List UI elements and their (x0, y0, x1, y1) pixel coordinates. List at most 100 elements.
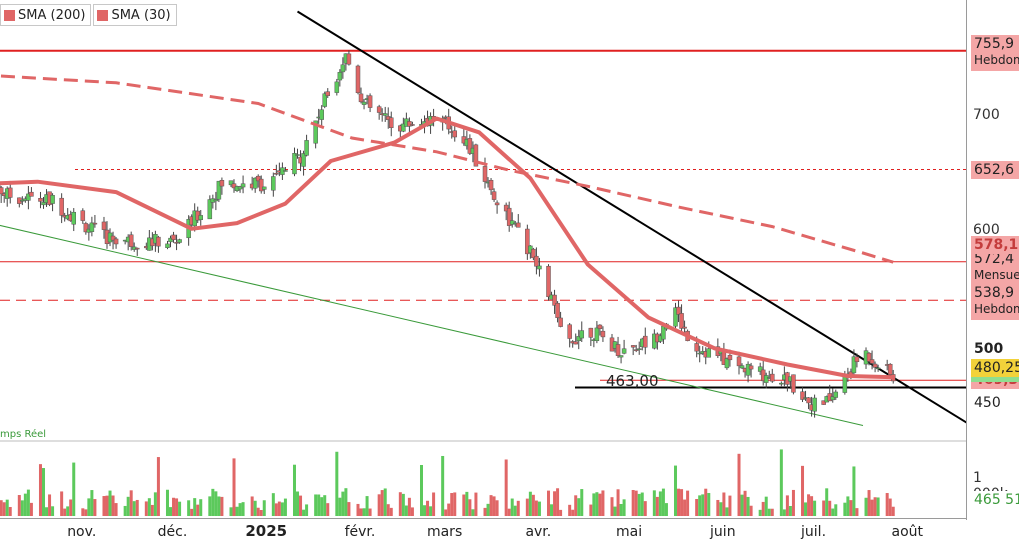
candle-body-103 (410, 124, 415, 126)
support-trend-line (0, 224, 864, 426)
volume-bar-183 (749, 505, 753, 516)
volume-bar-209 (864, 497, 868, 516)
volume-bar-192 (788, 506, 792, 516)
volume-bar-126 (510, 498, 514, 516)
volume-bar-179 (737, 453, 741, 516)
candle-body-182 (745, 363, 751, 376)
volume-bar-196 (807, 494, 811, 516)
volume-bar-54 (208, 496, 212, 516)
volume-bar-112 (450, 493, 454, 516)
candle-body-73 (283, 170, 288, 172)
volume-bar-132 (534, 500, 538, 516)
volume-bar-168 (686, 490, 690, 516)
candle-body-151 (615, 344, 621, 356)
candle-body-19 (59, 197, 64, 216)
volume-bar-98 (389, 507, 393, 516)
volume-bar-156 (637, 493, 641, 516)
date-axis[interactable]: nov. déc. 2025 févr. mars avr. mai juin juil. aoû… (0, 518, 966, 543)
volume-bar-210 (867, 490, 871, 516)
volume-bar-113 (453, 492, 457, 516)
volume-bar-187 (767, 508, 771, 516)
candle-body-186 (763, 375, 769, 383)
candle-body-48 (177, 239, 182, 243)
candle-body-91 (361, 101, 367, 105)
candle-body-89 (355, 65, 361, 94)
volume-bar-57 (217, 496, 221, 516)
volume-bar-39 (144, 501, 148, 516)
candle-body-100 (401, 123, 406, 132)
volume-bar-213 (876, 497, 880, 516)
volume-bar-31 (108, 490, 112, 516)
candle-body-24 (80, 210, 86, 221)
volume-bar-108 (432, 492, 436, 516)
volume-bar-40 (147, 498, 151, 516)
candle-body-194 (800, 391, 805, 400)
date-label-1: déc. (157, 524, 188, 540)
candle-body-134 (546, 265, 551, 298)
volume-bar-133 (537, 501, 541, 516)
volume-bar-143 (580, 489, 584, 516)
candle-body-93 (367, 95, 373, 108)
volume-bar-43 (156, 457, 160, 516)
candle-body-32 (110, 235, 116, 241)
volume-bar-42 (153, 492, 157, 516)
legend-label: SMA (30) (111, 7, 171, 23)
legend-swatch (97, 9, 109, 21)
volume-bar-139 (568, 504, 572, 516)
legend-item-0[interactable]: SMA (200) (0, 4, 92, 26)
candle-body-47 (174, 242, 179, 244)
volume-bar-92 (365, 496, 369, 516)
volume-bar-62 (238, 503, 242, 516)
legend-item-1[interactable]: SMA (30) (93, 4, 177, 26)
volume-bar-83 (326, 503, 330, 516)
volume-bar-175 (719, 502, 723, 516)
candle-body-136 (552, 294, 557, 306)
volume-bar-140 (571, 509, 575, 516)
candle-body-131 (531, 248, 536, 259)
price-tag-9: 450 (971, 393, 1019, 412)
volume-bar-178 (728, 495, 732, 516)
volume-bar-169 (695, 499, 699, 516)
candle-body-184 (757, 366, 763, 372)
candle-body-193 (791, 374, 796, 393)
candle-body-203 (833, 391, 839, 398)
candle-body-65 (252, 177, 258, 189)
volume-bar-171 (701, 494, 705, 516)
volume-bar-65 (253, 500, 257, 516)
candle-body-180 (739, 365, 745, 369)
volume-bar-51 (193, 498, 197, 516)
date-label-6: mai (616, 524, 643, 540)
volume-bar-147 (598, 493, 602, 516)
date-label-8: juil. (801, 524, 827, 540)
candle-body-102 (407, 121, 412, 127)
candle-body-18 (50, 195, 55, 204)
price-tag-3: 572,4 Mensuel (971, 250, 1019, 286)
volume-bar-101 (404, 505, 408, 516)
volume-bar-24 (81, 508, 85, 516)
candle-body-118 (473, 144, 479, 167)
volume-bar-137 (556, 488, 560, 516)
volume-bar-25 (84, 509, 88, 516)
candle-body-85 (337, 72, 343, 81)
volume-bar-122 (492, 496, 496, 516)
volume-bar-167 (683, 499, 687, 516)
volume-bar-197 (810, 496, 814, 516)
volume-bar-166 (680, 489, 684, 516)
candle-body-177 (724, 358, 730, 369)
price-tag-0: 755,9Hebdomadaire (971, 34, 1019, 71)
volume-bar-193 (791, 489, 795, 516)
volume-bar-115 (465, 491, 469, 516)
volume-bar-151 (616, 489, 620, 516)
volume-bar-149 (610, 497, 614, 516)
candle-body-121 (488, 179, 494, 191)
date-label-2: 2025 (245, 522, 288, 540)
realtime-indicator-label: mps Réel (0, 429, 47, 440)
candle-body-38 (134, 247, 140, 250)
candle-body-5 (0, 187, 4, 195)
volume-bar-155 (634, 490, 638, 516)
volume-bar-144 (589, 504, 593, 516)
volume-bar-153 (622, 499, 626, 516)
price-chart-canvas[interactable] (0, 0, 966, 518)
volume-bar-46 (172, 497, 176, 516)
price-axis[interactable]: 700 600 755,9Hebdomadaire 652,6 578,1572,4Me… (966, 0, 1019, 520)
